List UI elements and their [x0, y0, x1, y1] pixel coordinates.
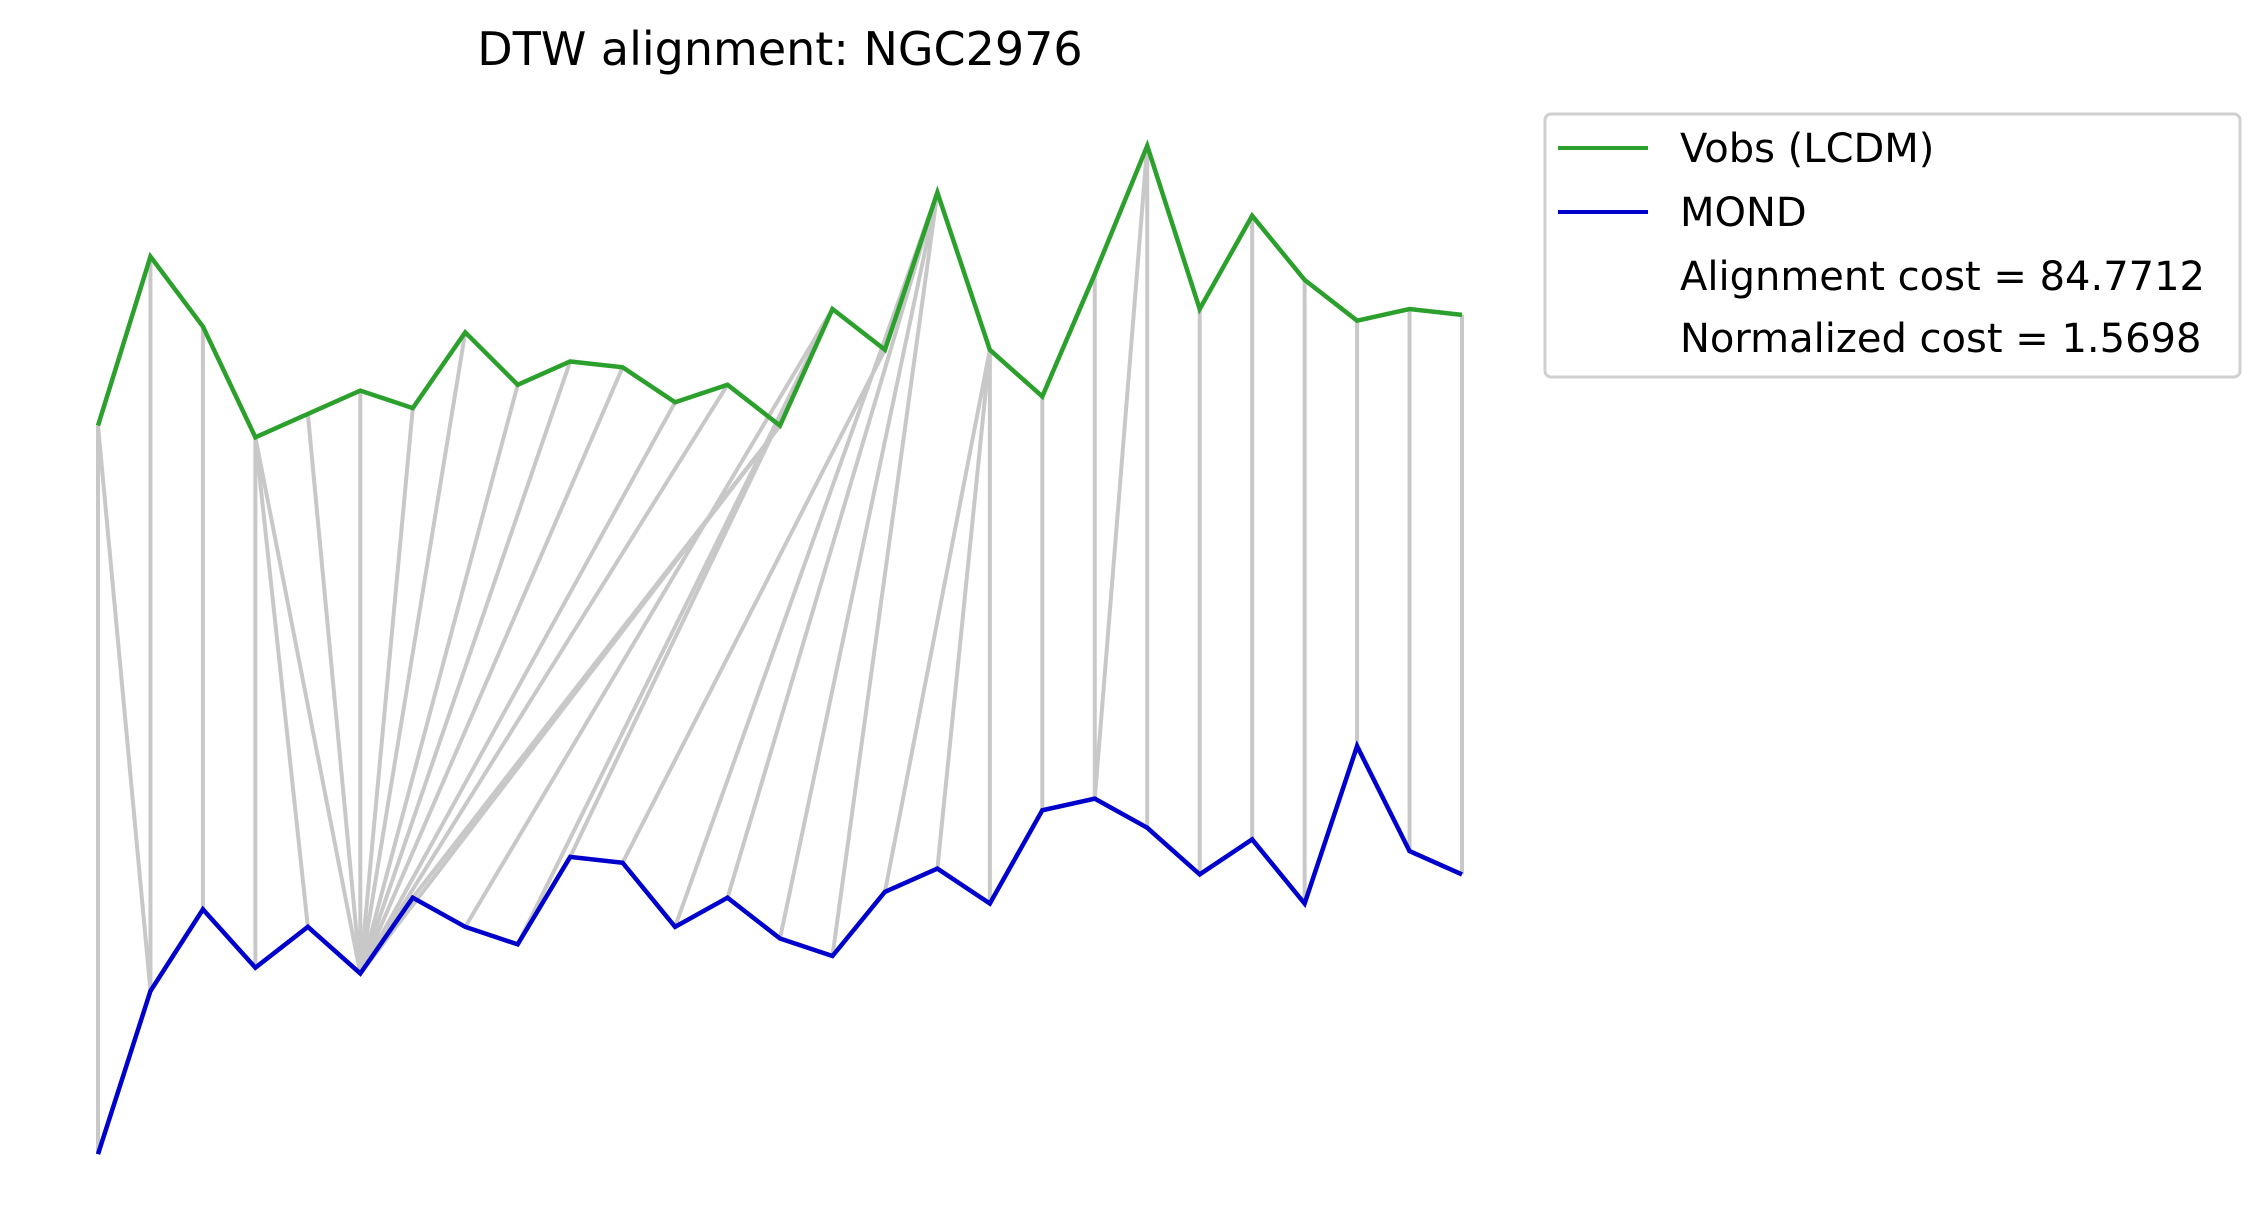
- alignment-connections: [96, 145, 1464, 1155]
- alignment-connection-27: [935, 349, 992, 869]
- legend-frame: [1543, 112, 2242, 379]
- legend-label-vobs: Vobs (LCDM): [1680, 126, 1934, 172]
- legend: Vobs (LCDM) MOND Alignment cost = 84.771…: [1543, 112, 2242, 379]
- alignment-connection-22: [673, 191, 940, 928]
- alignment-connection-15: [358, 383, 730, 975]
- alignment-connection-17: [411, 424, 782, 899]
- alignment-connection-7: [305, 413, 363, 974]
- alignment-connection-20: [568, 308, 835, 858]
- series-line-vobs: [95, 139, 1463, 441]
- alignment-connection-18: [463, 308, 835, 928]
- alignment-connection-25: [830, 192, 940, 957]
- legend-label-mond: MOND: [1680, 190, 1807, 236]
- alignment-connection-24: [778, 192, 940, 939]
- alignment-connection-13: [358, 366, 625, 975]
- alignment-connection-23: [725, 191, 940, 899]
- alignment-connection-9: [358, 407, 415, 974]
- alignment-connection-5: [253, 437, 310, 928]
- legend-alignment-cost: Alignment cost = 84.7712: [1680, 254, 2205, 300]
- alignment-connection-21: [620, 348, 887, 864]
- alignment-connection-12: [358, 360, 573, 975]
- alignment-connection-6: [253, 436, 363, 974]
- alignment-connection-1: [96, 425, 153, 992]
- series-lines: [95, 139, 1463, 1155]
- legend-normalized-cost: Normalized cost = 1.5698: [1680, 316, 2201, 362]
- series-line-mond: [95, 740, 1463, 1155]
- alignment-connection-14: [358, 401, 677, 975]
- alignment-connection-10: [358, 332, 468, 974]
- chart-title: DTW alignment: NGC2976: [477, 22, 1082, 76]
- alignment-connection-26: [882, 349, 992, 893]
- alignment-connection-31: [1092, 145, 1150, 799]
- alignment-connection-11: [358, 384, 520, 975]
